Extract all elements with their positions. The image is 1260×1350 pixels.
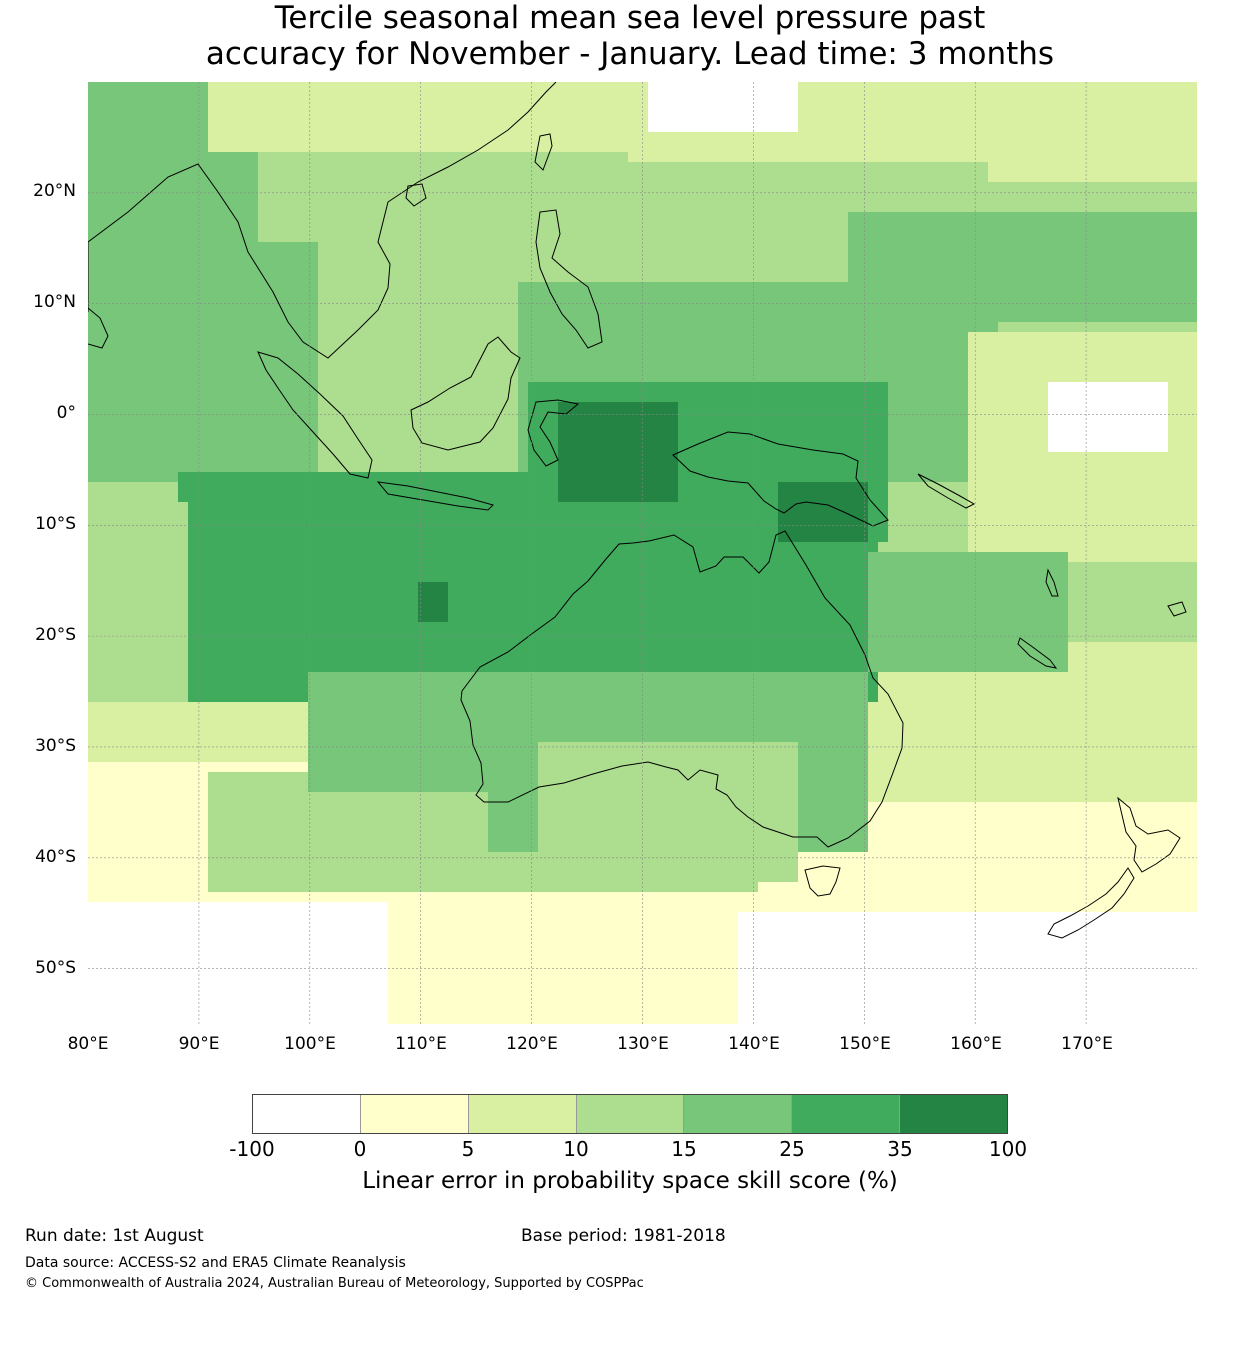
field-block bbox=[1048, 382, 1168, 452]
lat-label-40s: 40°S bbox=[35, 847, 76, 867]
colorbar-segment bbox=[792, 1095, 901, 1133]
lat-label-50s: 50°S bbox=[35, 958, 76, 978]
field-block bbox=[988, 82, 1197, 182]
lat-label-30s: 30°S bbox=[35, 736, 76, 756]
field-block bbox=[308, 672, 508, 792]
lat-label-10s: 10°S bbox=[35, 514, 76, 534]
colorbar-tick: 0 bbox=[353, 1137, 367, 1161]
run-date: Run date: 1st August bbox=[25, 1226, 204, 1246]
colorbar-segment bbox=[253, 1095, 361, 1133]
base-period: Base period: 1981-2018 bbox=[521, 1226, 726, 1246]
coastline-mainland bbox=[88, 82, 557, 359]
title-line-1: Tercile seasonal mean sea level pressure… bbox=[274, 0, 986, 36]
coastline-java bbox=[376, 481, 494, 511]
coastline-sulawesi bbox=[527, 399, 580, 467]
copyright: © Commonwealth of Australia 2024, Austra… bbox=[25, 1276, 644, 1291]
map-canvas bbox=[88, 82, 1197, 1024]
map-title: Tercile seasonal mean sea level pressure… bbox=[0, 0, 1260, 72]
lon-label-80e: 80°E bbox=[67, 1034, 109, 1054]
coastline-new-zealand-south bbox=[1047, 867, 1135, 939]
colorbar bbox=[252, 1094, 1008, 1134]
field-block bbox=[558, 402, 678, 502]
coastline-borneo bbox=[410, 336, 521, 451]
coastline-fiji bbox=[1167, 601, 1187, 617]
field-block bbox=[418, 582, 448, 622]
field-block bbox=[738, 912, 1197, 1024]
colorbar-tick: 25 bbox=[779, 1137, 805, 1161]
coastline-new-zealand-north bbox=[1117, 796, 1181, 873]
coastline-sri-lanka bbox=[88, 307, 109, 349]
field-block bbox=[208, 82, 628, 152]
field-block bbox=[88, 902, 388, 1024]
colorbar-segment bbox=[576, 1095, 685, 1133]
skill-score-map bbox=[88, 82, 1197, 1024]
colorbar-tick: 5 bbox=[461, 1137, 475, 1161]
lon-label-110e: 110°E bbox=[395, 1034, 447, 1054]
coastline-taiwan bbox=[534, 133, 553, 171]
colorbar-segment bbox=[468, 1095, 577, 1133]
coastline-vanuatu bbox=[1045, 568, 1059, 597]
lat-label-20s: 20°S bbox=[35, 625, 76, 645]
field-block bbox=[648, 82, 798, 132]
lon-label-90e: 90°E bbox=[178, 1034, 220, 1054]
lon-label-100e: 100°E bbox=[284, 1034, 336, 1054]
coastline-solomon-islands bbox=[917, 473, 976, 509]
coastline-new-guinea bbox=[672, 431, 889, 527]
coastline-tasmania bbox=[804, 865, 841, 897]
lon-label-170e: 170°E bbox=[1061, 1034, 1113, 1054]
colorbar-segment bbox=[900, 1095, 1008, 1133]
colorbar-segment bbox=[360, 1095, 469, 1133]
field-block bbox=[88, 502, 188, 702]
title-line-2: accuracy for November - January. Lead ti… bbox=[205, 36, 1055, 72]
coastline-new-caledonia bbox=[1017, 637, 1058, 669]
lat-label-10n: 10°N bbox=[33, 292, 76, 312]
field-block bbox=[318, 262, 538, 492]
coastline-hainan bbox=[405, 183, 427, 207]
data-source: Data source: ACCESS-S2 and ERA5 Climate … bbox=[25, 1255, 406, 1271]
colorbar-tick: -100 bbox=[229, 1137, 275, 1161]
field-block bbox=[868, 552, 1068, 672]
lon-label-160e: 160°E bbox=[950, 1034, 1002, 1054]
lon-label-130e: 130°E bbox=[617, 1034, 669, 1054]
coastline-australia bbox=[460, 530, 904, 848]
colorbar-label: Linear error in probability space skill … bbox=[362, 1168, 898, 1194]
coastline-philippines bbox=[535, 209, 603, 349]
field-block bbox=[538, 742, 798, 882]
lat-label-0: 0° bbox=[56, 403, 76, 423]
colorbar-tick: 100 bbox=[988, 1137, 1028, 1161]
field-block bbox=[88, 242, 318, 482]
colorbar-segment bbox=[684, 1095, 793, 1133]
lat-label-20n: 20°N bbox=[33, 181, 76, 201]
coastlines bbox=[88, 82, 1187, 939]
coastline-sumatra bbox=[257, 351, 373, 479]
colorbar-tick: 35 bbox=[887, 1137, 913, 1161]
field-block bbox=[778, 482, 868, 542]
lon-label-140e: 140°E bbox=[728, 1034, 780, 1054]
lon-label-120e: 120°E bbox=[506, 1034, 558, 1054]
graticule bbox=[88, 82, 1197, 1024]
lon-label-150e: 150°E bbox=[839, 1034, 891, 1054]
colorbar-tick: 15 bbox=[671, 1137, 697, 1161]
colorbar-tick: 10 bbox=[563, 1137, 589, 1161]
